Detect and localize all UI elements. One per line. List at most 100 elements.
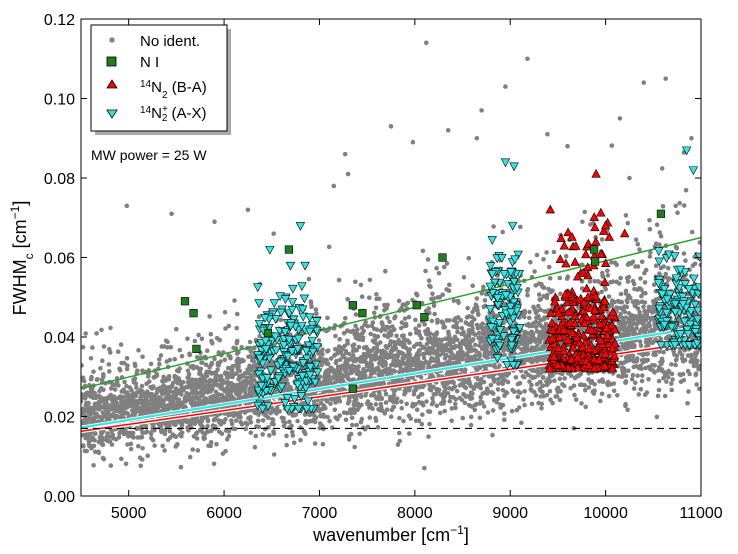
point-noident [107,369,112,374]
point-noident [460,415,466,421]
point-noident [384,324,389,330]
point-noident [474,296,480,301]
point-noident [248,430,254,436]
point-noident [608,382,613,387]
point-noident [678,379,684,385]
point-noident [635,373,640,379]
point-noident [281,423,287,429]
point-noident [257,333,263,339]
point-noident [635,241,641,247]
point-noident [319,362,324,368]
point-noident [352,410,357,416]
point-noident [184,384,190,390]
point-noident [215,362,221,368]
point-noident [83,331,88,336]
point-noident [618,275,623,281]
point-noident [173,434,179,440]
point-noident [110,403,115,409]
point-noident [582,383,587,388]
point-noident [97,402,103,407]
point-noident [188,397,194,402]
point-noident [154,390,159,396]
point-noident [202,374,207,379]
point-noident [327,418,332,424]
point-noident [88,394,94,400]
point-noident [598,398,603,404]
point-noident [404,353,410,358]
point-noident [465,380,471,386]
point-noident [291,440,297,446]
point-noident [359,416,365,422]
point-noident [557,376,563,382]
point-noident [318,413,323,418]
point-noident [349,415,355,421]
point-noident [685,401,690,406]
point-noident [186,423,192,429]
point-noident [237,395,242,400]
point-noident [539,329,545,335]
point-noident [353,312,359,317]
point-noident [442,408,448,414]
point-noident [392,315,397,321]
point-noident [98,429,104,435]
point-noident [536,400,541,406]
point-noident [365,401,370,407]
point-noident [400,356,406,361]
point-noident [655,393,661,399]
point-noident [361,328,367,334]
point-noident [348,411,354,416]
point-noident [638,343,644,348]
point-noident [381,354,387,360]
point-noident [644,351,650,357]
point-noident [298,425,303,430]
point-noident [631,386,637,391]
point-noident [470,309,475,315]
point-noident [192,421,198,427]
point-noident [177,380,182,385]
point-noident [490,391,496,396]
point-noident [99,327,104,333]
point-noident [359,402,364,408]
point-noident [354,331,360,336]
point-noident [97,388,102,394]
point-noident [589,379,595,384]
point-noident [537,322,543,328]
point-noident [106,362,112,367]
point-noident [480,391,486,396]
point-noident [234,338,240,344]
point-noident [218,422,224,427]
point-noident [177,366,182,371]
point-noident [406,357,411,362]
point-noident [633,314,639,319]
point-noident [625,407,630,413]
point-noident [168,344,173,350]
point-noident [444,261,450,266]
point-noident [441,399,447,405]
point-noident [317,408,322,414]
point-noident [252,444,258,450]
point-noident [167,402,173,407]
point-noident [434,403,440,409]
point-noident [298,437,303,443]
point-noident [535,343,540,349]
point-noident [635,318,641,323]
point-noident [119,411,124,417]
point-noident [460,356,465,362]
point-noident [482,343,487,348]
point-noident [427,409,433,415]
point-noident [352,444,358,450]
point-noident [478,377,483,383]
point-noident [451,380,456,385]
point-noident [568,385,573,391]
point-noident [564,276,570,281]
point-noident [403,366,409,372]
point-noident [473,342,478,348]
point-noident [683,258,688,264]
point-noident [161,344,167,349]
point-noident [657,230,663,235]
point-noident [247,339,253,345]
point-noident [99,397,105,402]
point-noident [88,376,94,382]
point-noident [475,311,481,317]
